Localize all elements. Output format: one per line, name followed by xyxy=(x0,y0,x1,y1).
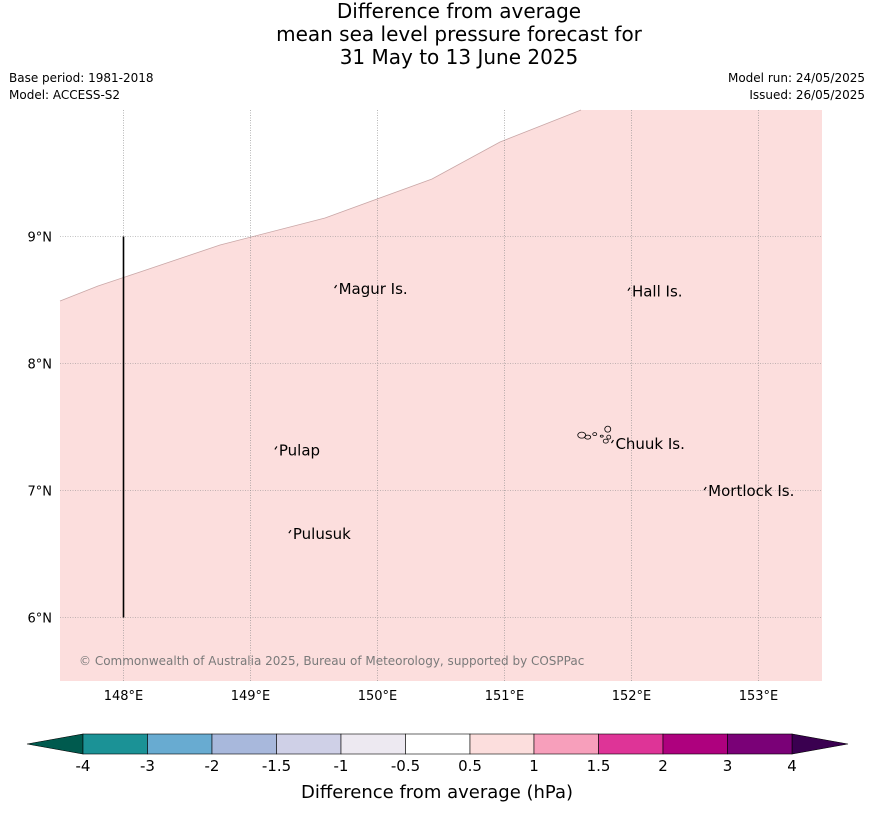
place-label: Mortlock Is. xyxy=(708,482,794,500)
lon-tick-label: 153°E xyxy=(739,689,779,704)
colorbar-bin xyxy=(662,733,728,755)
chuuk-islet xyxy=(592,432,598,437)
colorbar-bin xyxy=(727,733,793,755)
colorbar-tick-label: 3 xyxy=(723,757,733,775)
colorbar-tick-label: -0.5 xyxy=(391,757,420,775)
chuuk-islet xyxy=(604,425,612,433)
lat-tick-label: 8°N xyxy=(28,358,53,373)
lon-tick-label: 149°E xyxy=(231,689,271,704)
map-layer: 148°E 149°E 150°E 151°E 152°E 153°E 9°N 8°N 7°N 6… xyxy=(28,109,822,704)
meta-right: Model run: 24/05/2025 Issued: 26/05/2025 xyxy=(728,70,865,104)
colorbar-tick-label: -2 xyxy=(205,757,220,775)
chuuk-islet xyxy=(599,434,604,438)
colorbar-tick-label: 2 xyxy=(658,757,668,775)
region-boundary xyxy=(59,109,582,302)
title-line-3: 31 May to 13 June 2025 xyxy=(339,45,579,69)
title-line-2: mean sea level pressure forecast for xyxy=(276,22,642,46)
place-label: Hall Is. xyxy=(632,283,683,301)
lon-tick-label: 148°E xyxy=(104,689,144,704)
colorbar-tick-label: 1.5 xyxy=(587,757,611,775)
copyright-text: © Commonwealth of Australia 2025, Bureau… xyxy=(79,654,584,668)
island-marker xyxy=(274,446,278,450)
island-marker xyxy=(610,439,614,444)
island-marker xyxy=(627,287,631,291)
island-marker xyxy=(703,486,707,491)
colorbar-tick-label: -3 xyxy=(140,757,155,775)
lon-tick-label: 150°E xyxy=(358,689,398,704)
place-label: Pulap xyxy=(279,441,320,459)
colorbar-bin xyxy=(405,733,471,755)
outside-region xyxy=(60,110,581,301)
colorbar-tick-label: 0.5 xyxy=(458,757,482,775)
base-period-label: Base period: 1981-2018 xyxy=(9,71,154,85)
lat-tick-label: 6°N xyxy=(28,612,53,627)
colorbar-title: Difference from average (hPa) xyxy=(301,782,573,803)
lat-tick-label: 7°N xyxy=(28,485,53,500)
issued-label: Issued: 26/05/2025 xyxy=(749,88,865,102)
colorbar-bin xyxy=(340,733,406,755)
colorbar-tick-label: 4 xyxy=(787,757,797,775)
island-marker xyxy=(288,529,292,534)
colorbar-tick-label: -4 xyxy=(76,757,91,775)
lon-tick-label: 151°E xyxy=(485,689,525,704)
model-label: Model: ACCESS-S2 xyxy=(9,88,121,102)
chuuk-islet xyxy=(602,438,609,444)
colorbar: -4 -3 -2 -1.5 -1 -0.5 0.5 1 1.5 2 3 4 Difference fro… xyxy=(26,733,849,803)
colorbar-extend-high xyxy=(791,733,849,755)
colorbar-bin xyxy=(211,733,277,755)
colorbar-bin xyxy=(82,733,148,755)
colorbar-tick-label: -1.5 xyxy=(262,757,291,775)
model-run-label: Model run: 24/05/2025 xyxy=(727,71,865,85)
colorbar-tick-label: 1 xyxy=(529,757,539,775)
place-label: Chuuk Is. xyxy=(615,435,684,453)
island-marker xyxy=(334,284,338,289)
chuuk-islet xyxy=(584,434,592,440)
colorbar-tick-label: -1 xyxy=(334,757,349,775)
colorbar-extend-low xyxy=(26,733,84,755)
place-label: Pulusuk xyxy=(293,525,351,543)
colorbar-bin xyxy=(147,733,213,755)
place-label: Magur Is. xyxy=(339,280,408,298)
title-line-1: Difference from average xyxy=(336,0,582,23)
colorbar-bin xyxy=(469,733,535,755)
chart-title: Difference from average mean sea level p… xyxy=(0,0,873,69)
lon-tick-label: 152°E xyxy=(612,689,652,704)
meta-left: Base period: 1981-2018 Model: ACCESS-S2 xyxy=(9,70,154,104)
chuuk-islet xyxy=(606,434,612,440)
colorbar-bin xyxy=(276,733,342,755)
colorbar-bin xyxy=(598,733,664,755)
lat-tick-label: 9°N xyxy=(28,231,53,246)
colorbar-bin xyxy=(533,733,599,755)
